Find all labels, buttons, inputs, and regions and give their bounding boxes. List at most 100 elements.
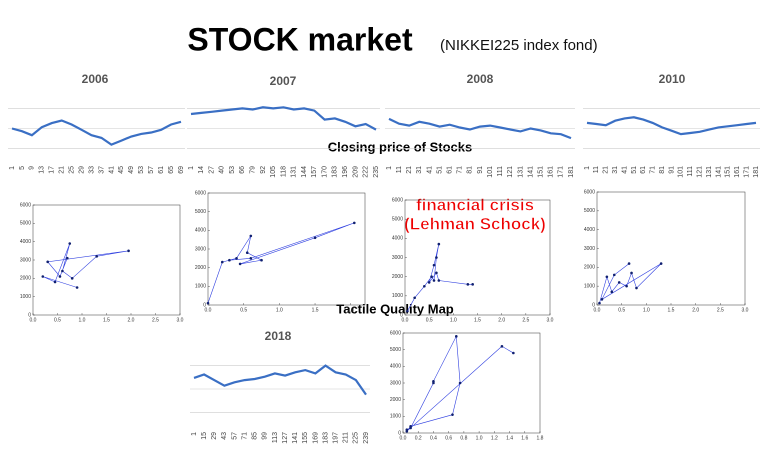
x-tick-label: 15 [201,432,208,440]
quality-point [220,260,224,264]
quality-point [500,345,504,348]
x-tick-label: 5 [19,166,26,170]
y-tick-label: 3000 [584,246,595,252]
x-tick-label: 155 [302,432,309,444]
x-tick-label: 13 [39,166,46,174]
x-tick-label: 181 [568,166,575,178]
x-tick-label: 141 [527,166,534,178]
quality-point [600,298,604,301]
quality-point [466,283,470,286]
quality-point [58,275,62,278]
x-tick-label: 170 [321,166,328,178]
x-tick-label: 1 [188,166,195,170]
quality-point [432,263,436,267]
quality-point [432,380,435,383]
x-tick-label: 111 [497,166,504,177]
quality-point [454,335,458,338]
x-tick-label: 61 [447,166,454,174]
y-tick-label: 5000 [195,209,206,215]
x-tick-label: 0.6 [445,435,452,441]
y-tick-label: 1000 [584,283,595,289]
x-tick-label: 0.5 [426,317,433,323]
quality-point [617,281,621,284]
quality-point [235,257,238,260]
x-tick-label: 118 [280,166,287,177]
x-tick-label: 11 [396,166,403,173]
x-tick-label: 161 [548,166,555,178]
y-tick-label: 2000 [584,265,595,271]
quality-point [413,296,416,300]
x-tick-label: 169 [312,432,319,444]
x-tick-label: 111 [687,166,694,177]
x-tick-label: 61 [640,166,647,174]
y-tick-label: 0 [400,312,403,318]
quality-point [409,425,412,428]
quality-point [245,251,249,255]
chart-title: 2018 [265,329,292,343]
x-tick-label: 171 [743,166,750,178]
y-tick-label: 5000 [20,221,31,227]
x-tick-label: 196 [342,166,349,178]
x-tick-label: 0.5 [54,317,61,323]
chart-title: 2010 [659,72,686,86]
quality-point [249,234,253,238]
quality-point [228,258,231,262]
quality-point [630,271,633,275]
chart-title: 2008 [467,72,494,86]
y-tick-label: 4000 [584,227,595,233]
x-tick-label: 37 [98,166,105,174]
x-tick-label: 131 [517,166,524,178]
chart-title: 2006 [82,72,109,86]
quality-point [127,249,130,253]
x-tick-label: 1.5 [103,317,110,323]
x-tick-label: 53 [138,166,145,174]
x-tick-label: 21 [406,166,413,174]
x-tick-label: 61 [158,166,165,174]
x-tick-label: 2.0 [128,317,135,323]
x-tick-label: 3.0 [742,307,749,313]
y-tick-label: 0 [592,302,595,308]
x-tick-label: 235 [373,166,380,178]
x-tick-label: 1.0 [450,317,457,323]
quality-point [598,301,601,305]
x-tick-label: 144 [301,166,308,178]
x-tick-label: 17 [49,166,56,174]
price-line [388,117,572,140]
x-tick-label: 209 [352,166,359,178]
y-tick-label: 6000 [20,202,31,208]
x-tick-label: 41 [621,166,628,174]
quality-point [41,275,45,278]
x-tick-label: 71 [650,166,657,174]
x-tick-label: 141 [715,166,722,178]
x-tick-label: 11 [593,166,600,173]
y-tick-label: 4000 [392,236,403,242]
y-tick-label: 5000 [392,216,403,222]
annotation: (Lehman Schock) [404,214,546,233]
quality-point [605,275,609,279]
y-tick-label: 3000 [392,255,403,261]
quality-point [427,281,431,284]
x-tick-label: 51 [631,166,638,174]
quality-point [68,242,72,245]
y-tick-label: 6000 [392,197,403,203]
slide-subtitle: (NIKKEI225 index fond) [440,37,598,54]
section-label: Tactile Quality Map [336,301,454,316]
x-tick-label: 2.5 [522,317,529,323]
y-tick-label: 6000 [584,189,595,195]
quality-point [437,279,441,282]
chart-title: 2007 [270,74,297,88]
x-tick-label: 57 [231,432,238,440]
x-tick-label: 0.0 [594,307,601,313]
x-tick-label: 3.0 [177,317,184,323]
x-tick-label: 71 [241,432,248,440]
x-tick-label: 81 [659,166,666,174]
quality-point [432,279,436,282]
x-tick-label: 99 [262,432,269,440]
y-tick-label: 6000 [195,190,206,196]
quality-point [430,275,433,278]
x-tick-label: 1.6 [521,435,528,441]
x-tick-label: 0.2 [415,435,422,441]
x-tick-label: 183 [332,166,339,178]
x-tick-label: 131 [706,166,713,178]
y-tick-label: 0 [28,312,31,318]
